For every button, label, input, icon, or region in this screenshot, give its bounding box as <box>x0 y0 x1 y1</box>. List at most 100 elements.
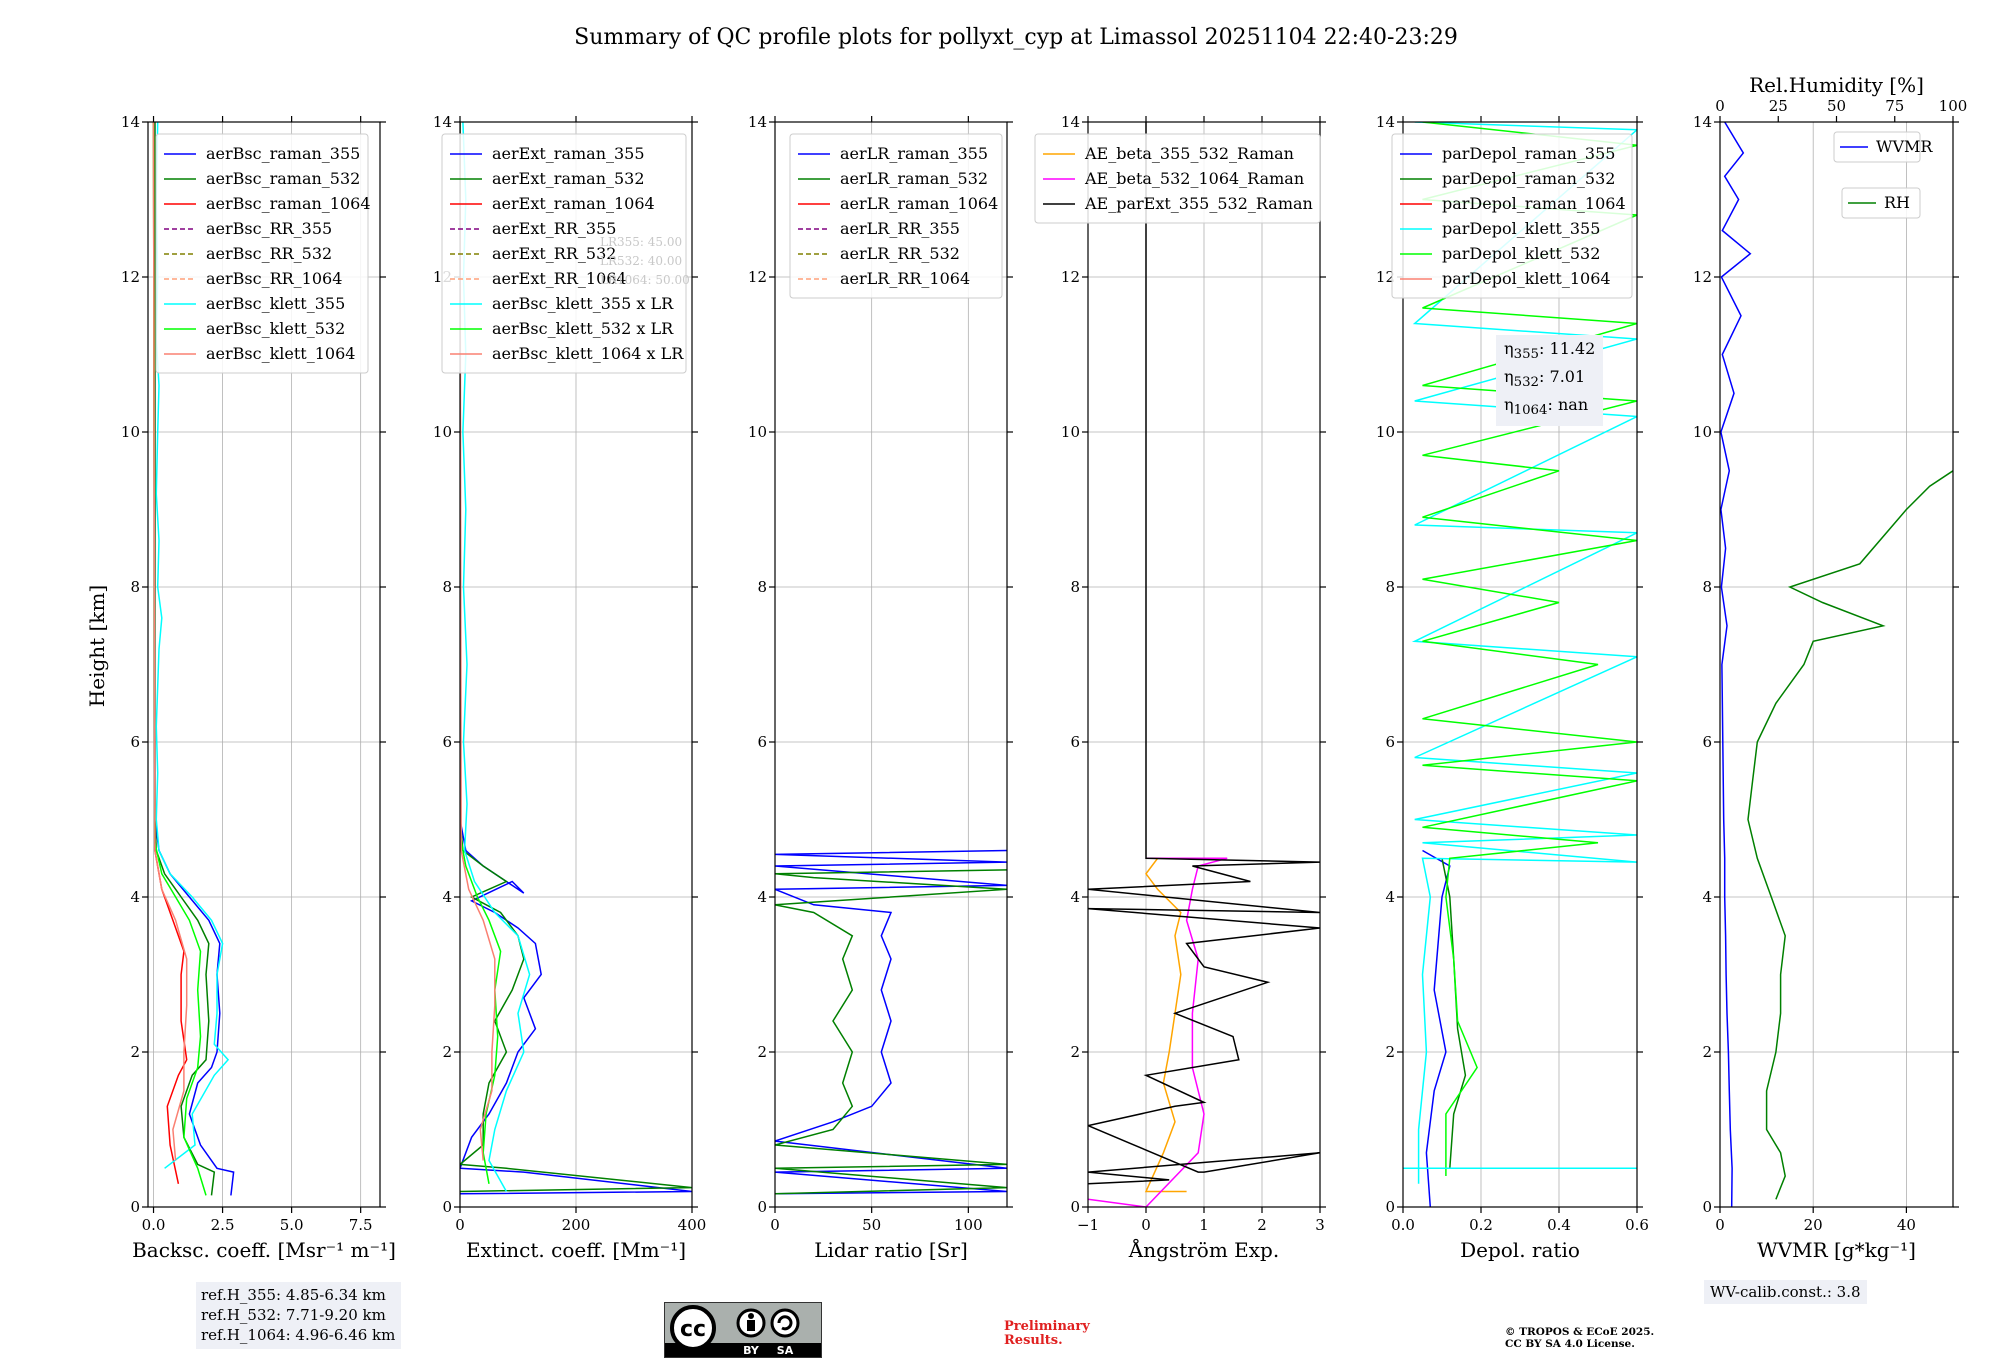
x-tick-label: 5.0 <box>280 1216 304 1234</box>
top-x-tick-label: 100 <box>1939 97 1968 115</box>
legend-label: aerExt_RR_532 <box>492 244 616 263</box>
y-tick-label: 14 <box>1061 113 1080 131</box>
y-tick-label: 12 <box>121 268 140 286</box>
legend-label: parDepol_raman_355 <box>1442 144 1615 163</box>
legend-label: aerExt_raman_355 <box>492 144 645 163</box>
y-tick-label: 2 <box>1702 1043 1712 1061</box>
cc-license-icon: cc BY SA <box>665 1305 821 1357</box>
legend: WVMR RH <box>1833 131 1933 219</box>
y-tick-label: 4 <box>1385 888 1395 906</box>
top-x-tick-label: 25 <box>1769 97 1788 115</box>
legend-label: aerBsc_klett_355 <box>206 294 345 313</box>
y-tick-label: 14 <box>748 113 767 131</box>
y-tick-label: 4 <box>130 888 140 906</box>
y-tick-label: 12 <box>1376 268 1395 286</box>
x-tick-label: 1 <box>1199 1216 1209 1234</box>
y-tick-label: 6 <box>442 733 452 751</box>
top-x-tick-label: 0 <box>1715 97 1725 115</box>
series-group <box>152 122 235 1196</box>
series-line-aerBsc_klett_355 x LR <box>462 122 531 1192</box>
y-tick-label: 0 <box>442 1198 452 1216</box>
legend-label: aerBsc_raman_1064 <box>206 194 371 213</box>
y-tick-label: 6 <box>757 733 767 751</box>
y-tick-label: 10 <box>748 423 767 441</box>
legend-label: aerLR_raman_355 <box>840 144 988 163</box>
legend-label: aerBsc_klett_532 x LR <box>492 319 674 338</box>
y-tick-label: 12 <box>748 268 767 286</box>
legend-label: aerLR_raman_532 <box>840 169 988 188</box>
y-tick-label: 0 <box>1385 1198 1395 1216</box>
y-tick-label: 6 <box>1070 733 1080 751</box>
x-axis-title: Depol. ratio <box>1460 1238 1580 1262</box>
x-tick-label: 0.4 <box>1547 1216 1571 1234</box>
y-tick-label: 4 <box>757 888 767 906</box>
legend-box <box>155 133 369 374</box>
legend-label: parDepol_klett_532 <box>1442 244 1600 263</box>
y-tick-label: 8 <box>1702 578 1712 596</box>
lr-note: LR1064: 50.00 <box>600 273 690 287</box>
panel-lr: 0 50 100 0 2 4 6 8 10 12 14 Lidar ratio [Sr] aerLR_r… <box>748 113 1013 1262</box>
legend-box <box>1034 133 1321 224</box>
y-tick-label: 0 <box>1070 1198 1080 1216</box>
y-tick-label: 10 <box>121 423 140 441</box>
legend-label: aerExt_raman_532 <box>492 169 645 188</box>
x-tick-label: 50 <box>862 1216 881 1234</box>
y-tick-label: 4 <box>1070 888 1080 906</box>
axes-frame <box>1719 121 1954 1208</box>
panel-dep: 0.0 0.2 0.4 0.6 0 2 4 6 8 10 12 14 Depol. ratio parDe… <box>1376 113 1649 1262</box>
legend-box <box>1833 131 1921 163</box>
figure-title: Summary of QC profile plots for pollyxt_… <box>574 25 1458 50</box>
x-axis-title: Backsc. coeff. [Msr⁻¹ m⁻¹] <box>132 1238 396 1262</box>
y-tick-label: 0 <box>757 1198 767 1216</box>
series-line-AE_parExt_355_532_Raman <box>1088 122 1320 1185</box>
eta-532: η532: 7.01 <box>1504 367 1586 391</box>
x-tick-label: 20 <box>1804 1216 1823 1234</box>
legend: aerBsc_raman_355 aerBsc_raman_532 aerBsc_r… <box>155 133 371 374</box>
y-tick-label: 14 <box>1693 113 1712 131</box>
legend: AE_beta_355_532_Raman AE_beta_532_1064_Ra… <box>1034 133 1321 224</box>
y-tick-label: 8 <box>757 578 767 596</box>
ref-height-355: ref.H_355: 4.85-6.34 km <box>201 1286 386 1304</box>
y-tick-label: 12 <box>1061 268 1080 286</box>
axes-frame <box>1402 121 1638 1208</box>
x-tick-label: 0.0 <box>142 1216 166 1234</box>
series-group <box>1720 122 1953 1207</box>
legend-label: AE_parExt_355_532_Raman <box>1084 194 1313 213</box>
x-axis-title: Extinct. coeff. [Mm⁻¹] <box>466 1238 686 1262</box>
legend-label: aerBsc_klett_355 x LR <box>492 294 674 313</box>
series-line-aerBsc_klett_355 <box>155 122 230 1169</box>
axes-frame <box>147 121 381 1208</box>
copyright-notice: © TROPOS & ECoE 2025. CC BY SA 4.0 Licen… <box>1505 1326 1655 1350</box>
x-tick-label: 0 <box>1715 1216 1725 1234</box>
legend-label: aerExt_RR_1064 <box>492 269 627 288</box>
series-line-AE_beta_355_532_Raman <box>1144 857 1187 1193</box>
x-tick-label: 3 <box>1315 1216 1325 1234</box>
legend: parDepol_raman_355 parDepol_raman_532 parD… <box>1391 133 1633 299</box>
legend-label: aerLR_RR_1064 <box>840 269 970 288</box>
x-tick-label: 0 <box>770 1216 780 1234</box>
legend-box <box>789 133 1003 299</box>
legend-label: aerBsc_RR_355 <box>206 219 332 238</box>
x-tick-label: 0 <box>455 1216 465 1234</box>
x-tick-label: 40 <box>1897 1216 1916 1234</box>
y-tick-label: 14 <box>433 113 452 131</box>
legend-label: parDepol_raman_1064 <box>1442 194 1626 213</box>
panel-ext: 020040002468101214Extinct. coeff. [Mm⁻¹]… <box>433 113 706 1262</box>
x-tick-label: 2.5 <box>211 1216 235 1234</box>
legend: aerLR_raman_355 aerLR_raman_532 aerLR_rama… <box>789 133 1003 299</box>
legend-box <box>1391 133 1633 299</box>
y-tick-label: 8 <box>130 578 140 596</box>
legend-label: aerLR_RR_532 <box>840 244 960 263</box>
y-tick-label: 10 <box>1693 423 1712 441</box>
legend-label: aerBsc_raman_355 <box>206 144 360 163</box>
x-axis-title: Ångström Exp. <box>1128 1237 1279 1262</box>
wv-calibration-constant: WV-calib.const.: 3.8 <box>1704 1280 1867 1304</box>
y-tick-label: 8 <box>1070 578 1080 596</box>
series-group <box>1088 122 1320 1207</box>
series-group <box>460 122 692 1195</box>
y-axis-title: Height [km] <box>85 585 109 707</box>
series-line-aerBsc_klett_532 <box>152 122 207 1196</box>
legend-label: aerBsc_RR_1064 <box>206 269 342 288</box>
legend-label: aerBsc_RR_532 <box>206 244 332 263</box>
